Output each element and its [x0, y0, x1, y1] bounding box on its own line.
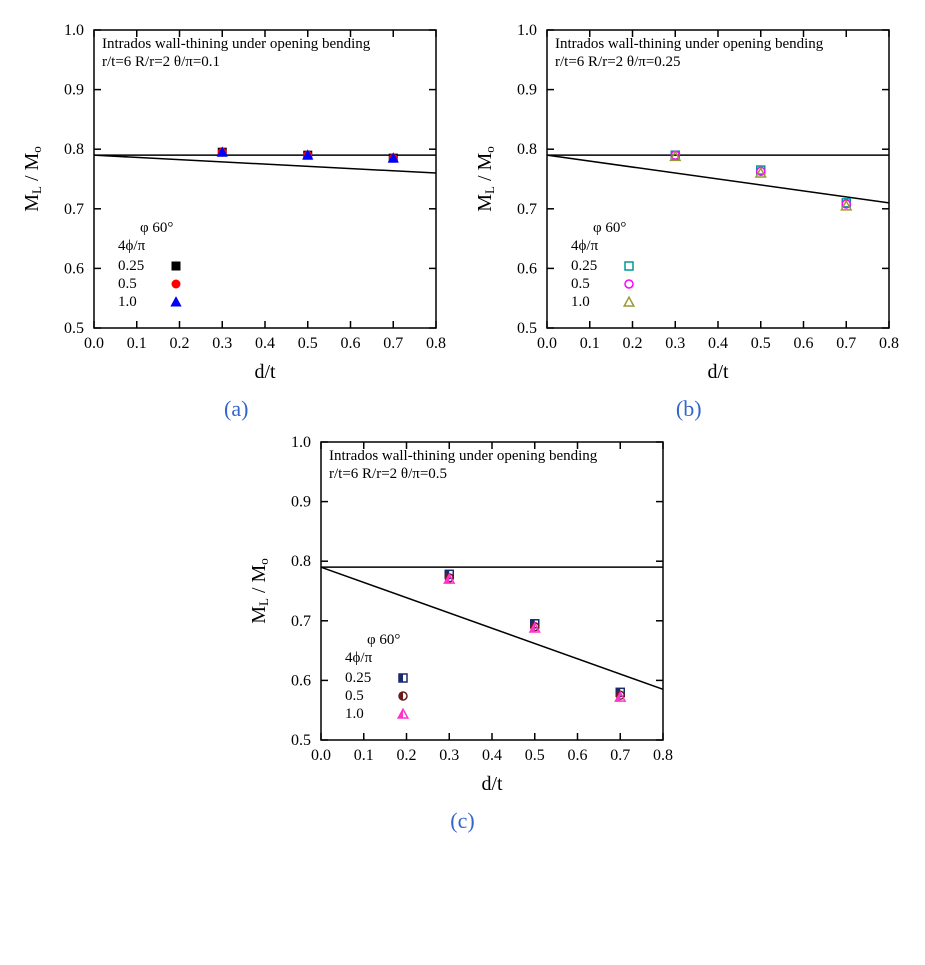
svg-text:1.0: 1.0 [345, 706, 364, 722]
svg-text:0.8: 0.8 [426, 335, 446, 352]
svg-text:0.5: 0.5 [345, 688, 364, 704]
svg-text:0.25: 0.25 [571, 258, 597, 274]
panel-b-caption: (b) [676, 396, 702, 422]
svg-text:0.5: 0.5 [291, 732, 311, 749]
svg-text:0.25: 0.25 [118, 258, 144, 274]
svg-text:0.7: 0.7 [384, 335, 404, 352]
svg-text:4ϕ/π: 4ϕ/π [118, 238, 146, 254]
svg-text:ML / Mo: ML / Mo [248, 558, 271, 624]
svg-text:0.8: 0.8 [879, 335, 899, 352]
svg-text:0.5: 0.5 [118, 276, 137, 292]
svg-text:r/t=6 R/r=2 θ/π=0.25: r/t=6 R/r=2 θ/π=0.25 [555, 54, 681, 70]
svg-text:0.5: 0.5 [571, 276, 590, 292]
panel-a-caption: (a) [224, 396, 248, 422]
svg-text:0.25: 0.25 [345, 670, 371, 686]
svg-text:0.9: 0.9 [64, 82, 84, 99]
svg-text:0.8: 0.8 [291, 553, 311, 570]
svg-text:Intrados wall-thining under op: Intrados wall-thining under opening bend… [102, 36, 371, 52]
svg-text:0.1: 0.1 [127, 335, 147, 352]
svg-text:0.1: 0.1 [353, 747, 373, 764]
svg-text:1.0: 1.0 [64, 22, 84, 39]
svg-text:φ 60°: φ 60° [367, 632, 400, 648]
svg-text:d/t: d/t [707, 361, 729, 383]
svg-text:0.1: 0.1 [580, 335, 600, 352]
svg-text:0.5: 0.5 [751, 335, 771, 352]
svg-text:0.5: 0.5 [517, 320, 537, 337]
svg-text:0.5: 0.5 [524, 747, 544, 764]
svg-text:4ϕ/π: 4ϕ/π [571, 238, 599, 254]
svg-text:0.3: 0.3 [665, 335, 685, 352]
panel-c-caption: (c) [450, 808, 474, 834]
svg-text:0.8: 0.8 [517, 141, 537, 158]
svg-text:0.8: 0.8 [653, 747, 673, 764]
figure-grid: 0.0 0.1 0.2 0.3 0.4 0.5 0.6 0.7 0.8 0.5 0.6 0.7 0.8 0… [0, 0, 925, 844]
svg-text:0.4: 0.4 [482, 747, 502, 764]
svg-text:1.0: 1.0 [118, 294, 137, 310]
svg-text:0.5: 0.5 [64, 320, 84, 337]
svg-text:φ 60°: φ 60° [140, 220, 173, 236]
svg-text:0.5: 0.5 [298, 335, 318, 352]
svg-text:1.0: 1.0 [571, 294, 590, 310]
svg-text:0.6: 0.6 [793, 335, 813, 352]
svg-text:0.0: 0.0 [84, 335, 104, 352]
svg-text:1.0: 1.0 [517, 22, 537, 39]
svg-text:d/t: d/t [255, 361, 277, 383]
svg-text:0.6: 0.6 [341, 335, 361, 352]
panel-c-chart: 0.0 0.1 0.2 0.3 0.4 0.5 0.6 0.7 0.8 0.5 0.6 0.7 0.8 0… [243, 422, 683, 802]
svg-text:0.9: 0.9 [517, 82, 537, 99]
svg-text:r/t=6 R/r=2 θ/π=0.1: r/t=6 R/r=2 θ/π=0.1 [102, 54, 220, 70]
svg-text:Intrados wall-thining under op: Intrados wall-thining under opening bend… [329, 448, 598, 464]
svg-text:0.7: 0.7 [517, 201, 537, 218]
panel-b-chart: 0.0 0.1 0.2 0.3 0.4 0.5 0.6 0.7 0.8 0.5 0.6 0.7 0.8 0… [469, 10, 909, 390]
svg-text:0.9: 0.9 [291, 494, 311, 511]
svg-text:0.8: 0.8 [64, 141, 84, 158]
panel-b-cell: 0.0 0.1 0.2 0.3 0.4 0.5 0.6 0.7 0.8 0.5 0.6 0.7 0.8 0… [463, 10, 916, 422]
svg-text:d/t: d/t [481, 773, 503, 795]
svg-text:r/t=6 R/r=2 θ/π=0.5: r/t=6 R/r=2 θ/π=0.5 [329, 466, 447, 482]
svg-text:0.7: 0.7 [610, 747, 630, 764]
svg-text:0.6: 0.6 [567, 747, 587, 764]
svg-text:0.2: 0.2 [622, 335, 642, 352]
svg-text:0.2: 0.2 [396, 747, 416, 764]
svg-text:0.3: 0.3 [439, 747, 459, 764]
svg-text:1.0: 1.0 [291, 434, 311, 451]
svg-text:ML / Mo: ML / Mo [21, 146, 44, 212]
svg-text:4ϕ/π: 4ϕ/π [345, 650, 373, 666]
svg-text:ML / Mo: ML / Mo [474, 146, 497, 212]
svg-text:0.6: 0.6 [291, 672, 311, 689]
svg-text:0.2: 0.2 [170, 335, 190, 352]
svg-text:0.6: 0.6 [517, 260, 537, 277]
panel-a-cell: 0.0 0.1 0.2 0.3 0.4 0.5 0.6 0.7 0.8 0.5 0.6 0.7 0.8 0… [10, 10, 463, 422]
svg-text:0.4: 0.4 [708, 335, 728, 352]
svg-text:0.6: 0.6 [64, 260, 84, 277]
svg-text:0.7: 0.7 [64, 201, 84, 218]
svg-text:0.3: 0.3 [213, 335, 233, 352]
svg-text:Intrados wall-thining under op: Intrados wall-thining under opening bend… [555, 36, 824, 52]
svg-text:0.0: 0.0 [537, 335, 557, 352]
svg-text:φ 60°: φ 60° [593, 220, 626, 236]
svg-text:0.7: 0.7 [836, 335, 856, 352]
svg-text:0.7: 0.7 [291, 613, 311, 630]
svg-text:0.4: 0.4 [255, 335, 275, 352]
panel-a-chart: 0.0 0.1 0.2 0.3 0.4 0.5 0.6 0.7 0.8 0.5 0.6 0.7 0.8 0… [16, 10, 456, 390]
svg-text:0.0: 0.0 [311, 747, 331, 764]
panel-c-cell: 0.0 0.1 0.2 0.3 0.4 0.5 0.6 0.7 0.8 0.5 0.6 0.7 0.8 0… [10, 422, 915, 834]
